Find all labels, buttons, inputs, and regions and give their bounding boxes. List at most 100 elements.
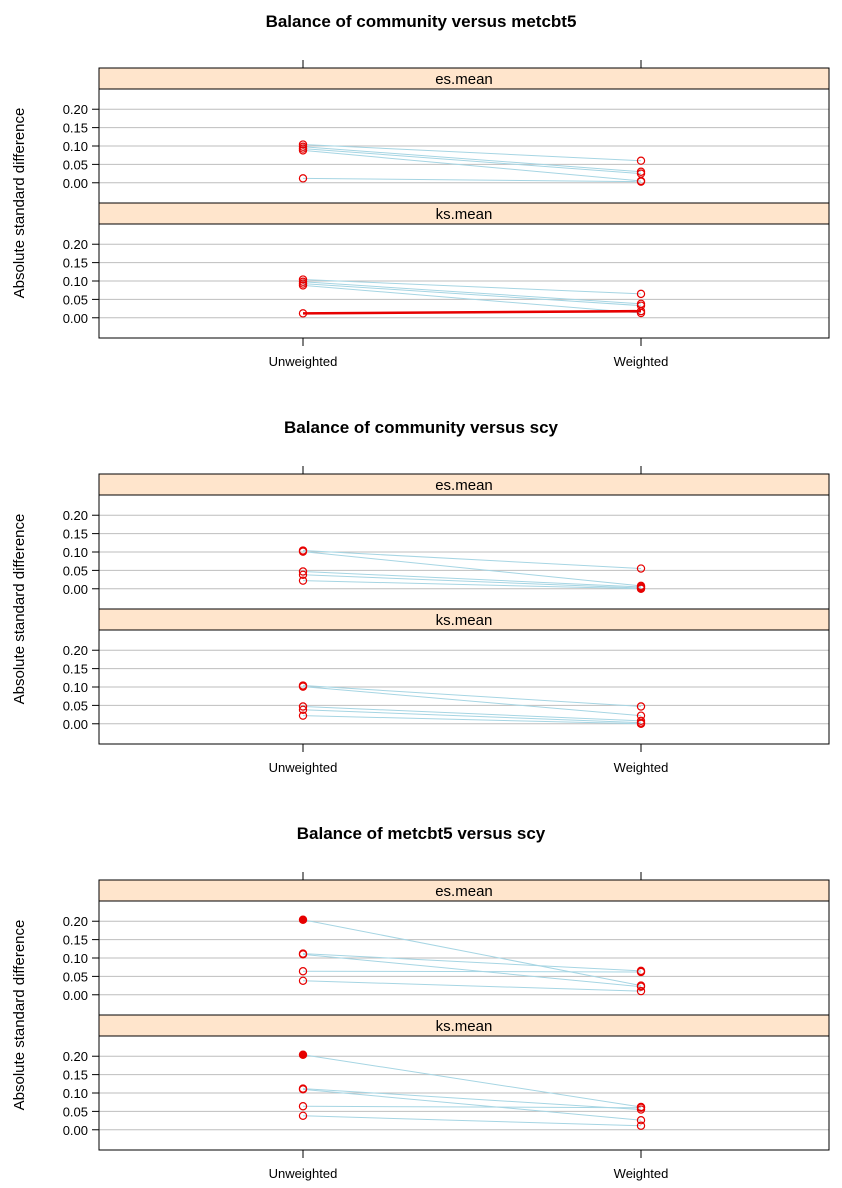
data-point: [298, 1085, 308, 1094]
data-point: [298, 1111, 308, 1121]
series-line: [302, 980, 642, 992]
data-point: [636, 967, 646, 977]
data-point: [298, 281, 308, 290]
series-line: [302, 685, 642, 707]
series-line: [302, 953, 642, 972]
series-line: [302, 709, 642, 724]
series-line: [302, 551, 642, 587]
series-line: [302, 919, 642, 987]
y-tick-label: 0.00: [63, 1123, 88, 1138]
data-point: [636, 177, 646, 186]
series-line: [302, 283, 642, 307]
y-tick-label: 0.20: [63, 643, 88, 658]
y-tick-label: 0.00: [63, 582, 88, 597]
y-tick-label: 0.10: [63, 1086, 88, 1101]
data-point: [636, 564, 646, 573]
series-line: [302, 550, 642, 570]
series-line: [302, 580, 642, 590]
x-tick-label: Unweighted: [269, 760, 338, 775]
y-tick-label: 0.15: [63, 933, 88, 948]
y-axis-label: Absolute standard difference: [11, 920, 28, 1111]
data-point: [636, 986, 646, 996]
x-tick-label: Weighted: [614, 1166, 669, 1181]
series-line: [302, 953, 642, 988]
y-tick-label: 0.10: [63, 545, 88, 560]
data-point: [298, 140, 308, 149]
x-tick-label: Unweighted: [269, 354, 338, 369]
series-line: [302, 570, 642, 588]
data-point: [298, 146, 308, 155]
y-tick-label: 0.10: [63, 680, 88, 695]
panel-strip-label: es.mean: [435, 71, 493, 88]
data-point: [298, 567, 308, 576]
x-tick-label: Weighted: [614, 354, 669, 369]
series-line: [302, 1088, 642, 1111]
y-tick-label: 0.00: [63, 311, 88, 326]
series-line: [302, 144, 642, 162]
panel-strip-label: es.mean: [435, 883, 493, 900]
series-line: [302, 279, 642, 295]
data-point: [636, 719, 646, 728]
series-line: [302, 1105, 642, 1109]
y-tick-label: 0.05: [63, 292, 88, 307]
y-tick-label: 0.05: [63, 157, 88, 172]
series-line: [302, 1088, 642, 1121]
data-point: [298, 1102, 308, 1111]
series-line: [302, 705, 642, 722]
data-point: [298, 976, 308, 986]
data-point: [298, 950, 308, 959]
chart-title: Balance of metcbt5 versus scy: [297, 824, 546, 843]
chart-title: Balance of community versus scy: [284, 418, 559, 437]
series-line: [302, 281, 642, 305]
y-tick-label: 0.05: [63, 698, 88, 713]
y-axis-label: Absolute standard difference: [11, 108, 28, 299]
series-line: [302, 1115, 642, 1127]
data-point: [298, 705, 308, 715]
data-point: [636, 289, 646, 299]
data-point: [636, 1121, 646, 1130]
x-tick-label: Weighted: [614, 760, 669, 775]
data-point: [298, 570, 308, 580]
data-point: [298, 702, 308, 711]
series-line: [302, 574, 642, 589]
panel-strip-label: ks.mean: [436, 206, 493, 223]
data-point: [298, 547, 308, 556]
data-point: [636, 1116, 646, 1125]
data-point: [298, 1050, 308, 1059]
y-tick-label: 0.20: [63, 237, 88, 252]
data-point: [298, 309, 308, 318]
panel-strip-label: es.mean: [435, 477, 493, 494]
series-line: [302, 149, 642, 182]
x-tick-label: Unweighted: [269, 1166, 338, 1181]
series-line: [302, 146, 642, 173]
series-line: [302, 1054, 642, 1108]
y-tick-label: 0.05: [63, 563, 88, 578]
y-tick-label: 0.15: [63, 662, 88, 677]
data-point: [636, 156, 646, 165]
y-tick-label: 0.00: [63, 717, 88, 732]
data-point: [298, 711, 308, 720]
y-tick-label: 0.20: [63, 102, 88, 117]
data-point: [298, 682, 308, 691]
series-line: [302, 686, 642, 717]
series-line: [302, 715, 642, 725]
data-point: [636, 1103, 646, 1112]
y-tick-label: 0.10: [63, 139, 88, 154]
data-point: [298, 915, 308, 924]
series-line: [302, 284, 642, 314]
data-point: [298, 174, 308, 183]
data-point: [636, 702, 646, 711]
data-point: [636, 584, 646, 593]
data-point: [298, 576, 308, 585]
y-tick-label: 0.15: [63, 1068, 88, 1083]
data-point: [298, 967, 308, 976]
y-tick-label: 0.00: [63, 176, 88, 191]
data-point: [636, 306, 646, 316]
y-tick-label: 0.05: [63, 1104, 88, 1119]
series-line: [302, 177, 642, 183]
y-tick-label: 0.00: [63, 988, 88, 1003]
series-line: [302, 148, 642, 175]
y-tick-label: 0.10: [63, 274, 88, 289]
y-tick-label: 0.15: [63, 121, 88, 136]
